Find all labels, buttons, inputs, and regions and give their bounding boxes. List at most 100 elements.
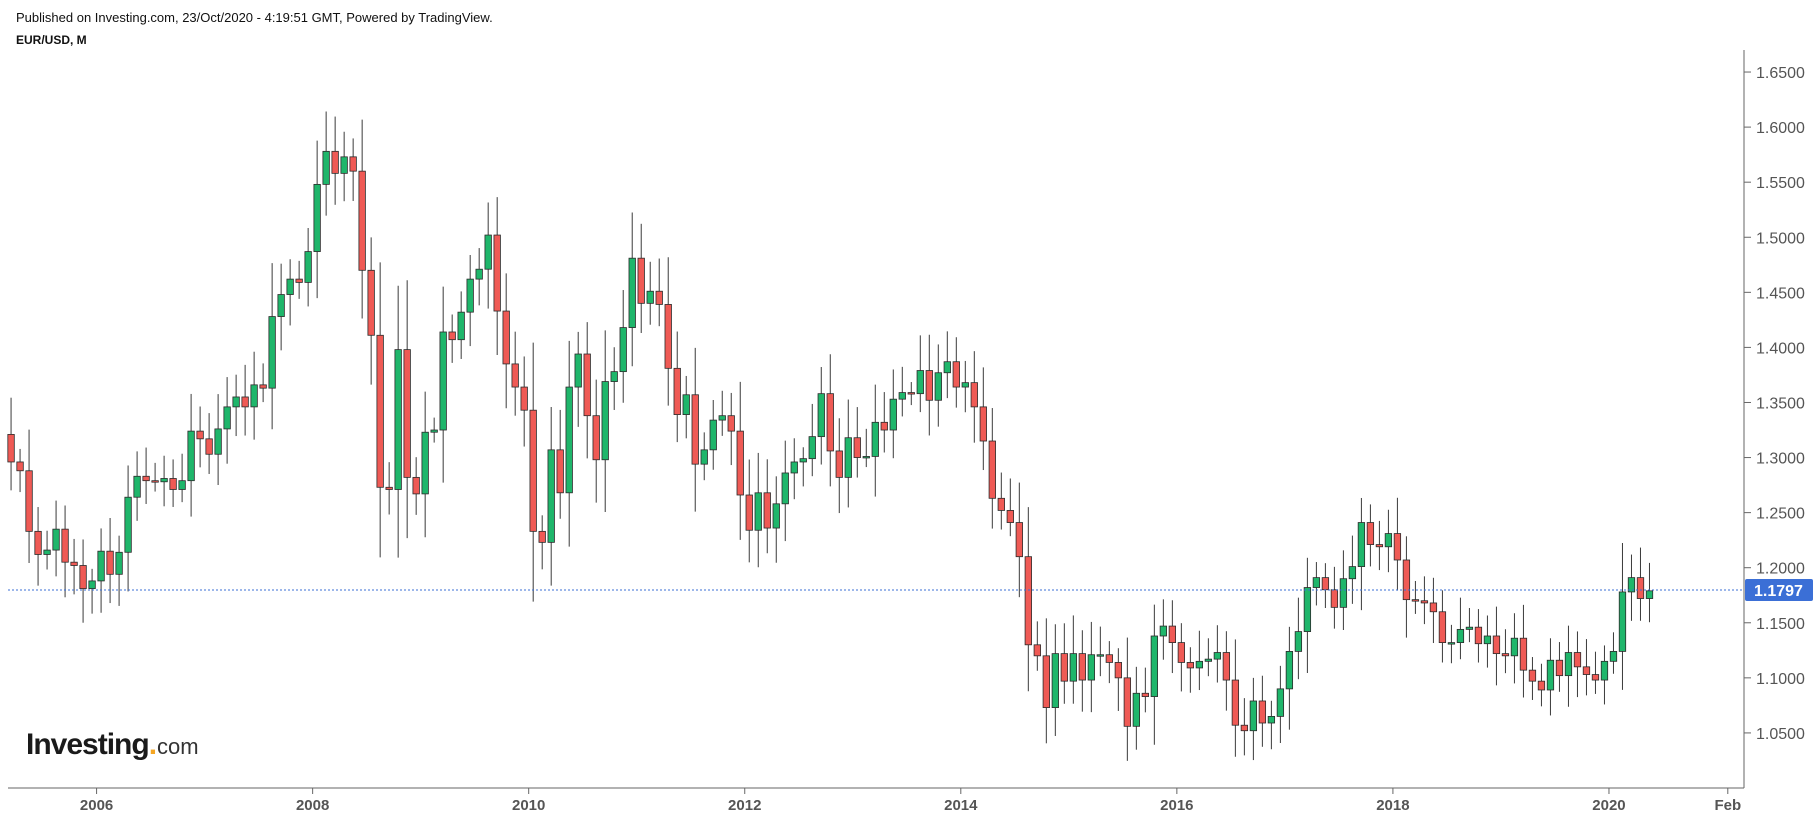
candle-body-down (538, 530, 546, 543)
candle-body-down (1330, 589, 1339, 608)
candle-body-down (205, 438, 213, 455)
candle-body-down (34, 530, 42, 555)
candle (295, 260, 303, 299)
candle-body-up (889, 398, 897, 431)
candle-body-down (637, 257, 645, 304)
candle (1078, 630, 1086, 712)
x-tick-label: 2016 (1160, 797, 1193, 814)
candle (430, 417, 438, 443)
candle (1411, 580, 1420, 614)
candle-body-up (610, 371, 618, 382)
candle (700, 432, 708, 481)
candle (565, 340, 573, 547)
candle-body-down (691, 394, 699, 465)
candle-body-up (286, 278, 294, 295)
candle (34, 507, 42, 586)
candle-body-down (403, 349, 411, 478)
candle-body-up (565, 386, 573, 494)
candle (1114, 648, 1122, 711)
candle-body-down (1393, 533, 1402, 561)
candle-body-up (1312, 577, 1321, 588)
candle-body-up (808, 436, 816, 460)
candle-body-up (43, 549, 51, 555)
candle-body-down (880, 421, 888, 431)
candle-body-up (439, 331, 447, 431)
candle-body-down (1141, 692, 1149, 697)
candle (52, 500, 60, 577)
candle (862, 428, 870, 468)
candle (286, 259, 294, 326)
candle (457, 291, 465, 359)
candle-body-down (1078, 653, 1086, 681)
candle (493, 197, 501, 355)
candle-body-up (1348, 566, 1357, 580)
candle (889, 369, 897, 459)
candle-body-up (1465, 626, 1474, 630)
candle (1528, 657, 1537, 700)
candle (1015, 482, 1023, 598)
candle-body-up (1195, 660, 1204, 669)
candle-body-up (1285, 651, 1294, 690)
candle (421, 391, 429, 538)
candle-body-up (1564, 652, 1573, 677)
candle-body-down (853, 437, 861, 458)
candle-body-down (673, 367, 681, 415)
candle (547, 407, 555, 586)
candle (268, 263, 276, 430)
x-tick-label: 2014 (944, 797, 978, 814)
candle-body-up (466, 278, 474, 313)
candle (1258, 675, 1267, 747)
candle (997, 472, 1005, 530)
candle-body-up (1051, 653, 1059, 708)
candle-body-down (1573, 652, 1582, 668)
candle-body-up (1456, 628, 1465, 644)
symbol-title: EUR/USD, M (16, 33, 87, 47)
candle (1285, 626, 1294, 730)
y-tick-label: 1.5500 (1756, 175, 1805, 192)
candle-body-down (1411, 599, 1420, 602)
candle (961, 360, 969, 413)
candle-body-down (358, 170, 366, 271)
candle-body-up (232, 396, 240, 408)
candle-body-down (826, 393, 834, 452)
candle (142, 447, 150, 504)
candle (754, 452, 762, 568)
candles-group (7, 111, 1654, 761)
candle (907, 382, 915, 406)
candle-body-up (52, 528, 60, 551)
x-tick-label: Feb (1714, 797, 1741, 814)
candle (871, 384, 879, 497)
y-axis-ticks: 1.0500 1.1000 1.1500 1.2000 1.2500 1.3000 1.35… (1744, 65, 1805, 743)
candle (628, 212, 636, 367)
candle (1393, 497, 1402, 591)
candle (1555, 642, 1564, 692)
candle (1456, 597, 1465, 660)
candle (439, 286, 447, 483)
candle-body-up (268, 316, 276, 389)
candle (1591, 651, 1600, 694)
x-tick-label: 2008 (296, 797, 329, 814)
candle (763, 459, 771, 554)
x-axis-ticks: 2006 2008 2010 2012 2014 2016 2018 2020 Feb (80, 788, 1741, 814)
candle (880, 392, 888, 453)
candle (934, 344, 942, 427)
last-price-label-text: 1.1797 (1754, 583, 1803, 600)
candle (1375, 520, 1384, 571)
published-caption: Published on Investing.com, 23/Oct/2020 … (16, 10, 493, 25)
y-tick-label: 1.6500 (1756, 65, 1805, 82)
candle (1474, 609, 1483, 663)
x-tick-label: 2012 (728, 797, 761, 814)
candle (853, 407, 861, 478)
candle (592, 379, 600, 503)
candle-body-up (844, 437, 852, 478)
candle-body-down (736, 430, 744, 496)
candle (70, 538, 78, 595)
candle-body-up (1150, 635, 1158, 697)
y-tick-label: 1.4500 (1756, 285, 1805, 302)
candle-body-down (1042, 655, 1050, 708)
candle-body-up (313, 183, 321, 252)
candle-body-up (700, 449, 708, 465)
candle (1249, 677, 1258, 761)
candle-body-up (943, 361, 951, 374)
